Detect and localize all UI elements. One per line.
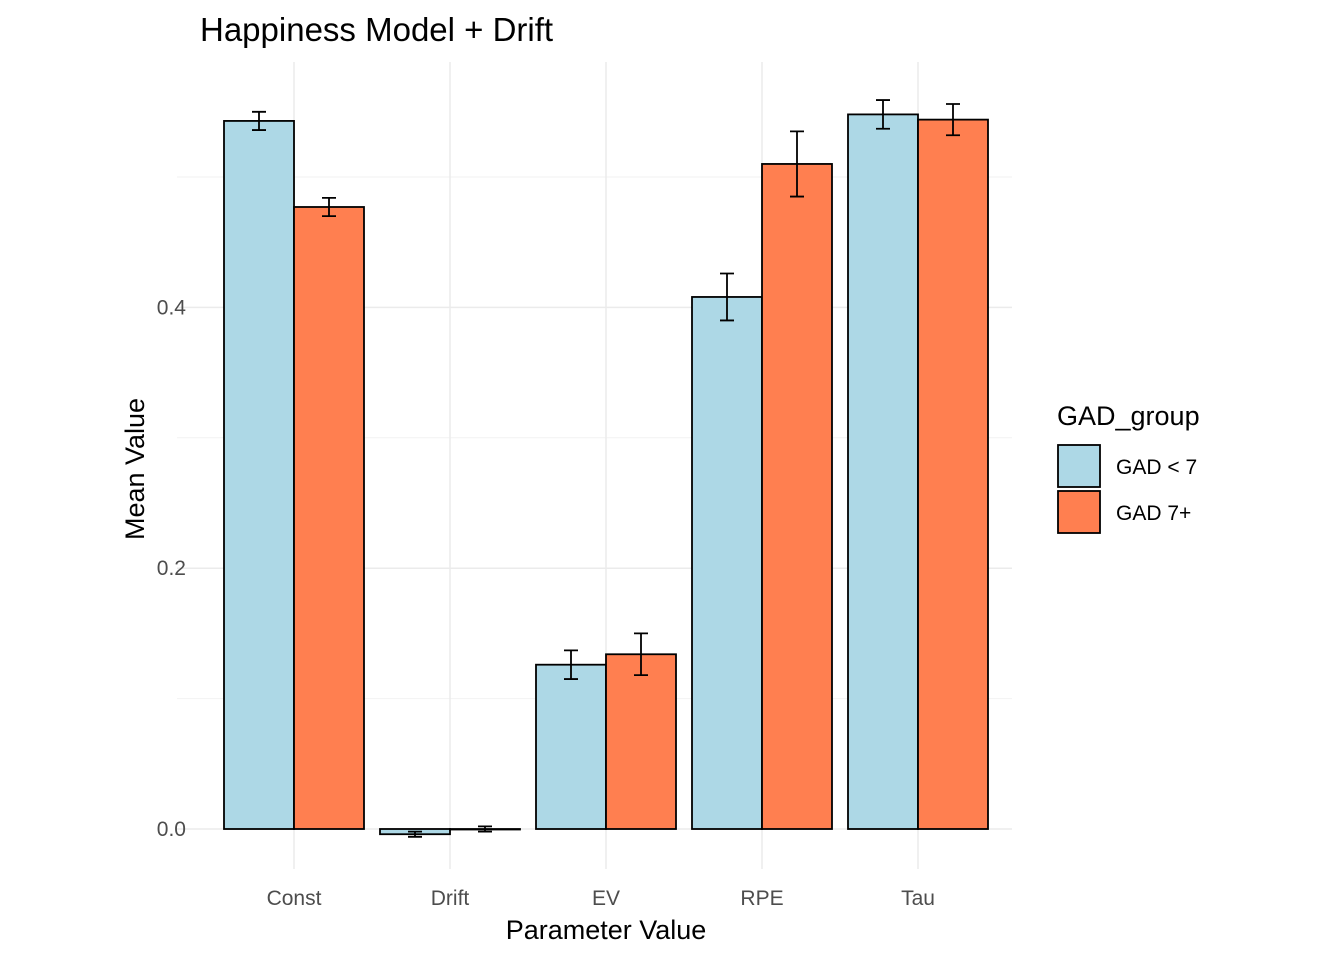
- x-tick-label: Tau: [901, 887, 935, 910]
- error-bar-const-series-1: [322, 196, 336, 218]
- y-tick-label: 0.4: [157, 296, 187, 319]
- y-tick-label: 0.0: [157, 818, 186, 841]
- error-bar-ev-series-0: [564, 649, 578, 680]
- bar-const-series-0: [223, 120, 295, 830]
- y-tick-label: 0.2: [157, 557, 186, 580]
- legend: GAD_group GAD < 7 GAD 7+: [1057, 401, 1200, 534]
- legend-label-gad-7-plus: GAD 7+: [1116, 502, 1191, 525]
- bar-rpe-series-0: [691, 296, 763, 830]
- bar-tau-series-0: [847, 113, 919, 830]
- bar-rpe-series-1: [761, 163, 833, 830]
- error-bar-rpe-series-1: [790, 130, 804, 198]
- bars: [223, 113, 989, 836]
- chart-title: Happiness Model + Drift: [200, 11, 553, 48]
- legend-swatch-gad-lt-7: [1057, 444, 1101, 488]
- legend-swatch-gad-7-plus: [1057, 490, 1101, 534]
- bar-tau-series-1: [917, 118, 989, 830]
- bar-ev-series-0: [535, 663, 607, 830]
- x-tick-label: EV: [592, 887, 620, 910]
- error-bar-ev-series-1: [634, 632, 648, 677]
- tick-labels: 0.0 0.2 0.4 Const Drift EV RPE Tau: [157, 296, 935, 910]
- bar-const-series-1: [293, 206, 365, 830]
- legend-title: GAD_group: [1057, 401, 1200, 431]
- error-bar-tau-series-0: [876, 99, 890, 130]
- bar-ev-series-1: [605, 653, 677, 830]
- error-bar-rpe-series-0: [720, 272, 734, 322]
- x-tick-label: Const: [267, 887, 322, 910]
- error-bar-drift-series-1: [478, 825, 492, 833]
- legend-label-gad-lt-7: GAD < 7: [1116, 456, 1197, 479]
- x-axis-title: Parameter Value: [506, 915, 707, 945]
- x-tick-label: RPE: [740, 887, 783, 910]
- y-axis-title: Mean Value: [120, 398, 150, 540]
- x-tick-label: Drift: [431, 887, 470, 910]
- error-bars: [252, 99, 960, 838]
- error-bar-tau-series-1: [946, 103, 960, 137]
- error-bar-const-series-0: [252, 110, 266, 131]
- error-bar-drift-series-0: [408, 830, 422, 838]
